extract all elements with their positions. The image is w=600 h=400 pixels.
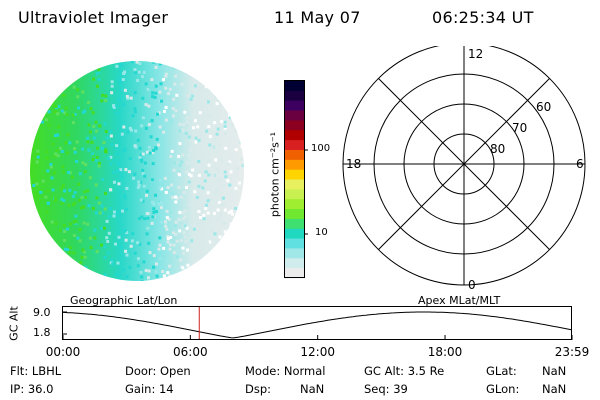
mlt-label-12: 12 [468, 47, 483, 61]
colorbar-swatch [285, 90, 305, 102]
colorbar-swatch [285, 169, 305, 181]
dsp-label: Dsp: [245, 382, 272, 396]
colorbar-swatch [285, 159, 305, 171]
lat-label-80: 80 [490, 142, 505, 156]
filter-info: Flt: LBHL [10, 364, 62, 378]
timeline-x-tick-label: 23:59 [554, 345, 590, 359]
door-info: Door: Open [125, 364, 191, 378]
timeline-right-label: Apex MLat/MLT [418, 294, 501, 307]
glat-label: GLat: [486, 364, 517, 378]
uv-image [30, 61, 244, 281]
time-label: 06:25:34 UT [432, 8, 534, 27]
colorbar-swatch [285, 149, 305, 161]
colorbar-tick-100: 100 [311, 143, 331, 154]
ip-info: IP: 36.0 [10, 382, 54, 396]
glat-value: NaN [542, 364, 567, 378]
polar-grid: 12 18 6 0 60 70 80 [342, 46, 586, 292]
colorbar-swatch [285, 268, 305, 279]
glon-value: NaN [542, 382, 567, 396]
colorbar-swatch [285, 238, 305, 250]
mlt-label-6: 6 [576, 157, 584, 171]
colorbar-swatch [285, 258, 305, 269]
colorbar-swatch [285, 120, 305, 131]
colorbar-swatch [285, 248, 305, 259]
mlt-label-0: 0 [468, 278, 476, 292]
colorbar-swatch [285, 218, 305, 230]
lat-label-60: 60 [536, 100, 551, 114]
date-label: 11 May 07 [274, 8, 361, 27]
colorbar-swatch [285, 140, 305, 151]
dsp-value: NaN [300, 382, 325, 396]
colorbar-swatch [285, 130, 305, 141]
timeline-x-tick-label: 18:00 [427, 345, 463, 359]
gain-info: Gain: 14 [125, 382, 174, 396]
colorbar-swatch [285, 179, 305, 190]
colorbar-swatch [285, 199, 305, 210]
timeline-y-tick-top: 9.0 [33, 306, 51, 319]
mode-info: Mode: Normal [245, 364, 326, 378]
colorbar-swatch [285, 81, 305, 92]
timeline-x-tick-label: 12:00 [300, 345, 335, 359]
colorbar-swatch [285, 209, 305, 220]
colorbar-unit-label: photon cm⁻²s⁻¹ [268, 131, 282, 218]
timeline-left-label: Geographic Lat/Lon [70, 294, 178, 307]
instrument-title: Ultraviolet Imager [18, 8, 169, 27]
glon-label: GLon: [486, 382, 520, 396]
colorbar-swatch [285, 189, 305, 200]
colorbar-swatch [285, 110, 305, 121]
lat-label-70: 70 [512, 121, 527, 135]
colorbar-tick-10: 10 [315, 227, 328, 238]
timeline-y-tick-bottom: 1.8 [33, 326, 51, 339]
timeline-x-tick-label: 06:00 [173, 345, 208, 359]
seq-info: Seq: 39 [364, 382, 408, 396]
timeline-y-axis-label: GC Alt [7, 306, 21, 341]
timeline-plot [62, 306, 573, 340]
timeline-x-tick-label: 00:00 [45, 345, 81, 359]
mlt-label-18: 18 [346, 157, 361, 171]
colorbar-swatch [285, 100, 305, 112]
altitude-curve [62, 311, 573, 339]
colorbar-swatch [285, 228, 305, 240]
colorbar [284, 80, 308, 279]
gc-alt-info: GC Alt: 3.5 Re [364, 364, 445, 378]
